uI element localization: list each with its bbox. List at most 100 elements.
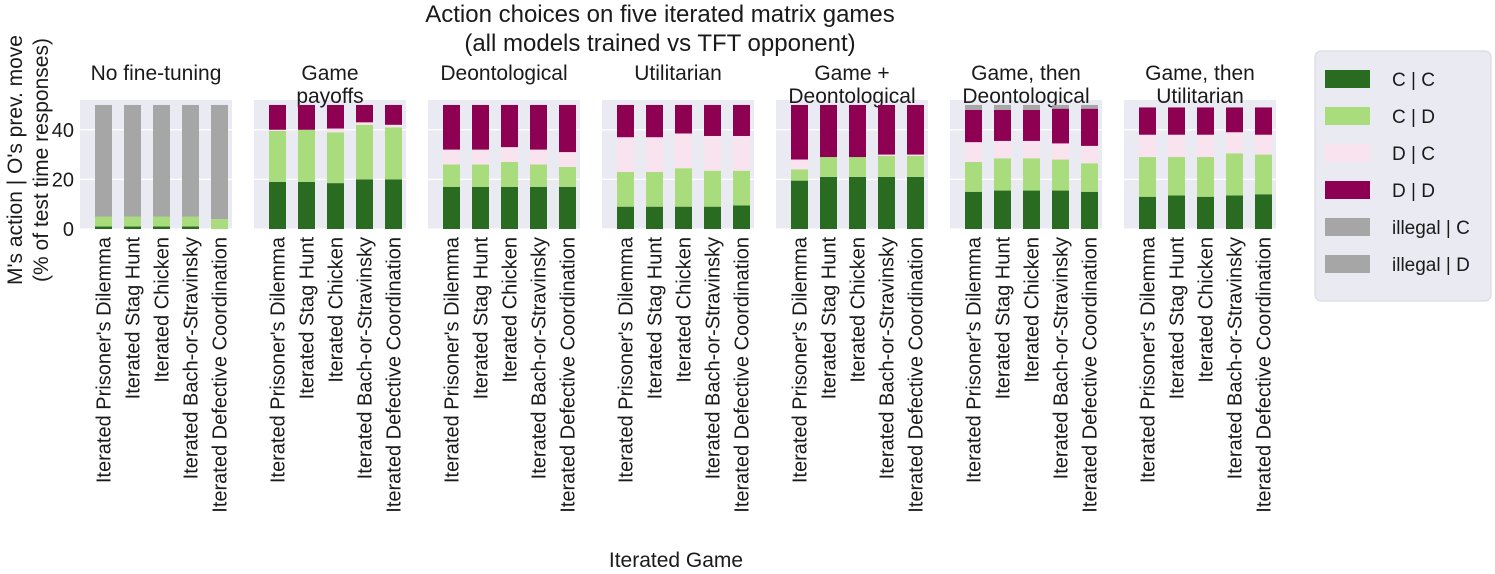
bar-segment bbox=[820, 104, 837, 158]
legend-label: C | C bbox=[1392, 70, 1435, 91]
bar-segment bbox=[182, 164, 199, 217]
bar-segment bbox=[1226, 195, 1243, 229]
bar-segment bbox=[182, 226, 199, 229]
x-tick-label: Iterated Bach-or-Stravinsky bbox=[877, 237, 899, 479]
x-tick-label: Iterated Bach-or-Stravinsky bbox=[529, 237, 551, 479]
bar-segment bbox=[95, 216, 112, 227]
panel-3: Deontological Iterated Prisoner's Dilemma… bbox=[428, 62, 580, 513]
x-tick-label: Iterated Prisoner's Dilemma bbox=[94, 236, 116, 483]
chart-title: Action choices on five iterated matrix g… bbox=[425, 1, 895, 28]
bar-segment bbox=[356, 104, 373, 123]
bar-segment bbox=[153, 104, 170, 165]
panel-4: Utilitarian Iterated Prisoner's Dilemma It… bbox=[602, 62, 754, 513]
x-tick-label: Iterated Bach-or-Stravinsky bbox=[181, 237, 203, 479]
bar-segment bbox=[385, 104, 402, 125]
bar-segment bbox=[704, 170, 721, 207]
panel-title: Deontological bbox=[440, 62, 567, 85]
bar-segment bbox=[675, 133, 692, 169]
chart-subtitle: (all models trained vs TFT opponent) bbox=[464, 30, 855, 57]
bar-segment bbox=[994, 190, 1011, 229]
bar-segment bbox=[617, 206, 634, 229]
bar-segment bbox=[733, 104, 750, 136]
x-tick-label: Iterated Bach-or-Stravinsky bbox=[355, 237, 377, 479]
bar-segment bbox=[791, 180, 808, 229]
legend-label: illegal | D bbox=[1392, 255, 1470, 276]
x-tick-label: Iterated Bach-or-Stravinsky bbox=[1225, 237, 1247, 479]
bar-segment bbox=[327, 128, 344, 133]
panel-1: No fine-tuning Iterated Prisoner's Dilemm… bbox=[80, 62, 232, 513]
bar-segment bbox=[124, 104, 141, 165]
panel-title: payoffs bbox=[296, 85, 363, 108]
x-tick-label: Iterated Prisoner's Dilemma bbox=[1138, 236, 1160, 483]
chart-panels: No fine-tuning Iterated Prisoner's Dilemm… bbox=[52, 62, 1276, 513]
bar-segment bbox=[1255, 107, 1272, 135]
bar-segment bbox=[1052, 106, 1069, 109]
bar-segment bbox=[1226, 132, 1243, 154]
x-tick-label: Iterated Bach-or-Stravinsky bbox=[1051, 237, 1073, 479]
bar-segment bbox=[1052, 104, 1069, 107]
bar-segment bbox=[646, 206, 663, 229]
bar-segment bbox=[530, 104, 547, 150]
bar-segment bbox=[994, 107, 1011, 110]
bar-segment bbox=[1081, 163, 1098, 192]
x-tick-label: Iterated Stag Hunt bbox=[645, 237, 667, 400]
bar-segment bbox=[443, 104, 460, 150]
x-tick-label: Iterated Stag Hunt bbox=[993, 237, 1015, 400]
bar-segment bbox=[211, 219, 228, 229]
panel-title: Game + bbox=[814, 62, 889, 85]
bar-segment bbox=[182, 104, 199, 165]
bar-segment bbox=[1081, 108, 1098, 146]
legend: C | C C | D D | C D | D illegal | C illegal |… bbox=[1314, 50, 1492, 302]
bar-segment bbox=[501, 186, 518, 229]
bar-segment bbox=[646, 104, 663, 138]
bar-segment bbox=[530, 164, 547, 187]
bar-segment bbox=[733, 135, 750, 171]
legend-label: illegal | C bbox=[1392, 218, 1470, 239]
bar-segment bbox=[994, 140, 1011, 159]
x-tick-label: Iterated Chicken bbox=[674, 237, 696, 383]
bar-segment bbox=[1081, 145, 1098, 164]
x-tick-label: Iterated Chicken bbox=[152, 237, 174, 383]
panel-title: Game bbox=[301, 62, 358, 85]
bar-segment bbox=[1052, 190, 1069, 229]
bar-segment bbox=[965, 109, 982, 143]
x-tick-label: Iterated Defective Coordination bbox=[558, 237, 580, 513]
bar-segment bbox=[269, 131, 286, 182]
bar-segment bbox=[675, 104, 692, 134]
bar-segment bbox=[472, 149, 489, 165]
legend-swatch bbox=[1325, 218, 1370, 236]
legend-swatch bbox=[1325, 144, 1370, 162]
x-axis-label: Iterated Game bbox=[609, 549, 743, 572]
bar-segment bbox=[994, 109, 1011, 141]
bar-segment bbox=[907, 155, 924, 177]
bar-segment bbox=[907, 154, 924, 156]
bar-segment bbox=[849, 176, 866, 229]
legend-swatch bbox=[1325, 181, 1370, 199]
bar-segment bbox=[1023, 158, 1040, 191]
legend-swatch bbox=[1325, 70, 1370, 88]
bar-segment bbox=[849, 104, 866, 158]
bar-segment bbox=[95, 226, 112, 229]
bar-segment bbox=[1023, 140, 1040, 159]
x-tick-label: Iterated Defective Coordination bbox=[906, 237, 928, 513]
bar-segment bbox=[617, 171, 634, 207]
bar-segment bbox=[327, 183, 344, 229]
bar-segment bbox=[878, 176, 895, 229]
bar-segment bbox=[1139, 134, 1156, 158]
bar-segment bbox=[472, 186, 489, 229]
bar-segment bbox=[298, 181, 315, 229]
bar-segment bbox=[559, 186, 576, 229]
bar-segment bbox=[153, 216, 170, 227]
bar-segment bbox=[646, 171, 663, 207]
bar-segment bbox=[878, 104, 895, 155]
bar-segment bbox=[269, 129, 286, 132]
bar-segment bbox=[1023, 104, 1040, 108]
bar-segment bbox=[1197, 157, 1214, 197]
bar-segment bbox=[733, 205, 750, 229]
bar-segment bbox=[965, 104, 982, 108]
legend-swatch bbox=[1325, 255, 1370, 273]
